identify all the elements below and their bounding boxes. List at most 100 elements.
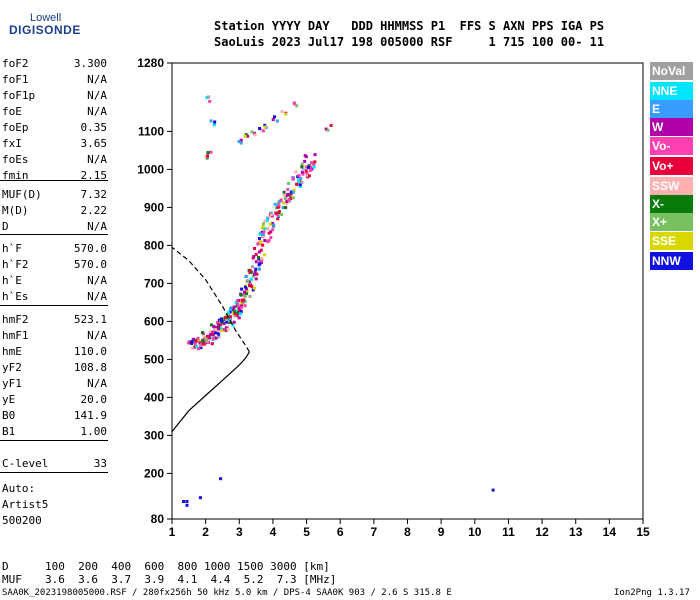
legend-item-x-: X- — [650, 195, 693, 213]
echo-point — [256, 242, 260, 246]
echo-point — [282, 201, 285, 205]
echo-point — [263, 239, 267, 242]
echo-point — [261, 225, 265, 229]
echo-point — [313, 153, 317, 157]
x-tick-label: 3 — [236, 525, 243, 539]
upper-echo-point — [263, 125, 267, 129]
y-tick-label: 700 — [144, 276, 164, 290]
legend-item-ssw: SSW — [650, 177, 693, 195]
param-value: 7.32 — [80, 188, 108, 201]
upper-echo-point — [206, 151, 210, 155]
legend-item-noval: NoVal — [650, 62, 693, 80]
param-value: N/A — [87, 377, 107, 390]
echo-point — [277, 210, 281, 214]
echo-point — [308, 169, 312, 172]
param-h-f2: h`F2 570.0 — [2, 257, 107, 273]
param-value: 570.0 — [73, 242, 107, 255]
echo-point — [258, 232, 262, 236]
param-fxi: fxI 3.65 — [2, 136, 107, 152]
echo-point — [269, 236, 273, 239]
echo-point — [209, 330, 212, 334]
echo-point — [205, 338, 209, 342]
param-hmf2: hmF2 523.1 — [2, 312, 107, 328]
echo-point — [248, 295, 252, 298]
echo-point — [232, 309, 236, 313]
param-name: C-level — [2, 457, 49, 470]
param-ye: yE 20.0 — [2, 392, 107, 408]
echo-point — [236, 299, 239, 303]
echo-point — [297, 178, 300, 182]
echo-point — [237, 316, 241, 320]
echo-point — [300, 165, 304, 169]
upper-echo-point — [243, 134, 247, 138]
echo-point — [243, 285, 247, 289]
upper-echo-point — [284, 112, 288, 116]
echo-point — [228, 321, 232, 325]
parameter-panel: foF2 3.300 foF1 N/A foF1p N/A foE N/A foEp 0.35 fx… — [0, 0, 110, 530]
echo-point — [291, 177, 295, 181]
x-tick-label: 5 — [303, 525, 310, 539]
echo-point — [233, 314, 237, 318]
y-tick-label: 1280 — [137, 56, 164, 70]
echo-point — [274, 211, 278, 215]
echo-point — [300, 170, 304, 174]
echo-point — [286, 192, 290, 196]
echo-point — [193, 342, 197, 346]
param-value: 2.15 — [80, 169, 108, 182]
echo-point — [213, 328, 217, 332]
param-name: M(D) — [2, 204, 29, 217]
echo-point — [268, 222, 272, 226]
echo-point — [257, 255, 260, 259]
echo-point — [254, 260, 258, 264]
echo-point — [204, 336, 208, 340]
param-value: N/A — [87, 290, 107, 303]
echo-point — [280, 213, 284, 217]
param-fof1: foF1 N/A — [2, 72, 107, 88]
upper-echo-point — [208, 99, 212, 103]
legend-item-nnw: NNW — [650, 252, 693, 270]
echo-point — [245, 289, 249, 293]
echo-point — [214, 336, 218, 340]
param-value: 110.0 — [73, 345, 107, 358]
echo-point — [221, 328, 225, 332]
echo-point — [258, 262, 262, 266]
echo-point — [299, 177, 303, 181]
param-name: hmF1 — [2, 329, 29, 342]
echo-point — [199, 346, 203, 350]
separator-line — [0, 234, 108, 235]
echo-point — [248, 280, 251, 284]
echo-point — [243, 290, 246, 294]
param-name: foE — [2, 105, 22, 118]
param-name: yE — [2, 393, 16, 406]
echo-point — [240, 300, 244, 304]
param-value: 20.0 — [80, 393, 108, 406]
echo-point — [268, 215, 272, 219]
param-value: 3.300 — [73, 57, 107, 70]
param-name: fmin — [2, 169, 29, 182]
param-name: MUF(D) — [2, 188, 42, 201]
upper-echo-point — [239, 141, 243, 145]
low-echo-point — [182, 500, 186, 503]
echo-point — [235, 312, 239, 316]
header-row-1: Station YYYY DAY DDD HHMMSS P1 FFS S AXN… — [214, 19, 605, 33]
param-h-f: h`F 570.0 — [2, 241, 107, 257]
param-fof1p: foF1p N/A — [2, 88, 107, 104]
separator-line — [0, 180, 108, 181]
echo-point — [276, 205, 280, 209]
param-name: h`F2 — [2, 258, 29, 271]
echo-point — [286, 187, 290, 191]
echo-point — [269, 213, 273, 217]
upper-echo-point — [253, 133, 257, 137]
x-tick-label: 13 — [569, 525, 583, 539]
echo-point — [267, 231, 271, 235]
echo-point — [289, 197, 292, 201]
echo-point — [246, 280, 250, 283]
ionogram-chart: 1 2 3 4 5 6 7 8 9 10 11 12 13 14 158020030040050060070… — [137, 56, 650, 539]
echo-point — [298, 185, 302, 188]
echo-point — [306, 174, 310, 178]
param-name: B1 — [2, 425, 16, 438]
echo-point — [266, 216, 270, 220]
echo-point — [258, 250, 261, 254]
echo-point — [225, 316, 229, 320]
echo-point — [253, 272, 256, 276]
